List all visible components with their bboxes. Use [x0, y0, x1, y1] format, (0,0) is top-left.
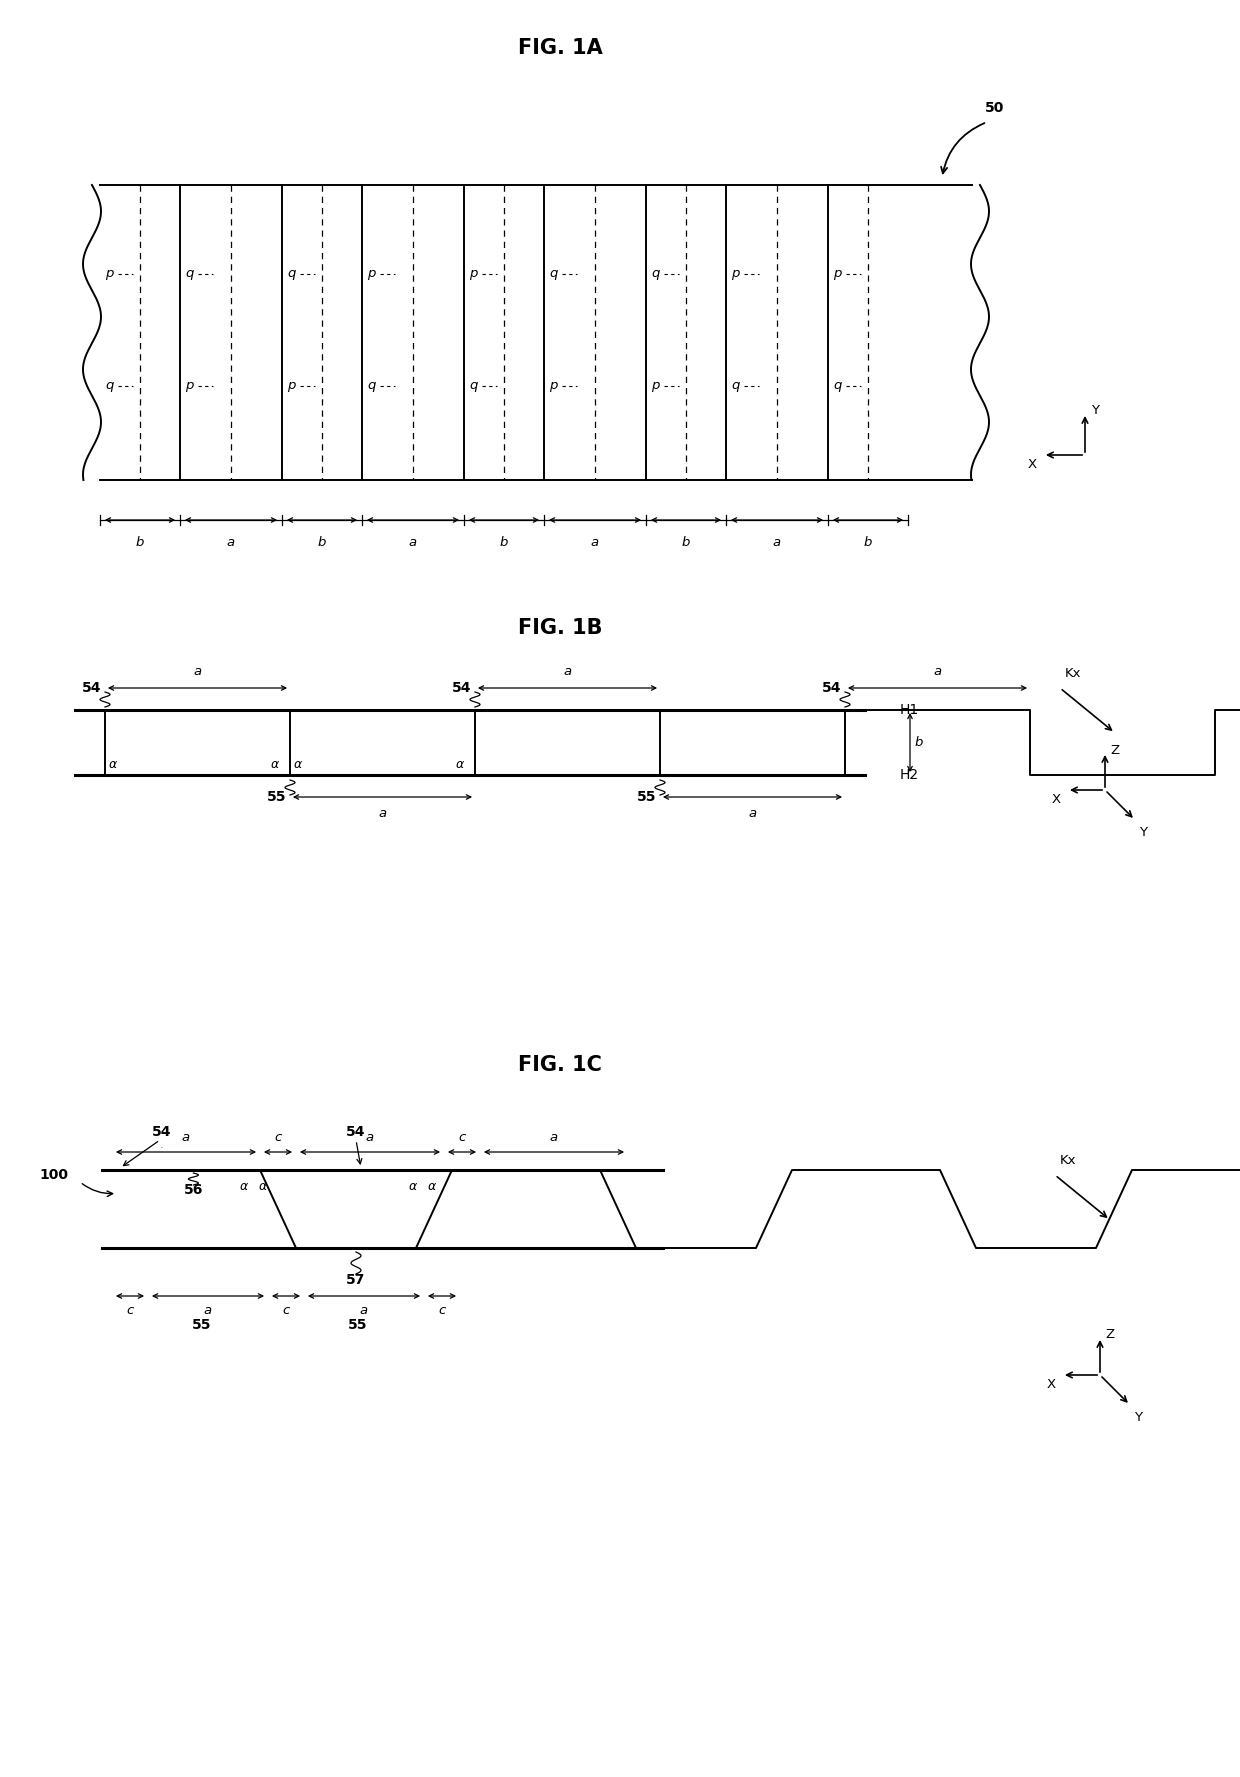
Text: c: c — [126, 1304, 134, 1317]
Text: $\alpha$: $\alpha$ — [408, 1180, 418, 1192]
Text: $\alpha$: $\alpha$ — [108, 759, 118, 771]
Text: 100: 100 — [38, 1167, 68, 1182]
Text: Kx: Kx — [1060, 1153, 1076, 1167]
Text: $\alpha$: $\alpha$ — [293, 759, 303, 771]
Text: 54: 54 — [821, 681, 841, 695]
Text: b: b — [682, 537, 691, 549]
Text: 54: 54 — [153, 1125, 172, 1139]
Text: a: a — [182, 1130, 190, 1144]
Text: Y: Y — [1140, 826, 1147, 839]
Text: X: X — [1047, 1377, 1056, 1391]
Text: 55: 55 — [348, 1319, 368, 1333]
Text: p: p — [549, 379, 557, 393]
Text: a: a — [409, 537, 417, 549]
Text: b: b — [317, 537, 326, 549]
Text: b: b — [864, 537, 872, 549]
Text: a: a — [934, 665, 941, 679]
Text: FIG. 1A: FIG. 1A — [517, 37, 603, 59]
Text: H1: H1 — [900, 704, 919, 716]
Text: a: a — [773, 537, 781, 549]
Text: a: a — [549, 1130, 558, 1144]
Text: 56: 56 — [184, 1183, 203, 1198]
Text: c: c — [459, 1130, 466, 1144]
Text: q: q — [105, 379, 113, 393]
Text: q: q — [286, 267, 295, 281]
Text: q: q — [549, 267, 557, 281]
Text: $\alpha$: $\alpha$ — [258, 1180, 268, 1192]
Text: 57: 57 — [346, 1272, 366, 1287]
Text: c: c — [274, 1130, 281, 1144]
Text: p: p — [651, 379, 660, 393]
Text: 55: 55 — [636, 791, 656, 803]
Text: p: p — [286, 379, 295, 393]
Text: Kx: Kx — [1065, 666, 1081, 681]
Text: Y: Y — [1091, 405, 1099, 418]
Text: a: a — [227, 537, 236, 549]
Text: c: c — [283, 1304, 290, 1317]
Text: q: q — [367, 379, 376, 393]
Text: q: q — [469, 379, 477, 393]
Text: FIG. 1C: FIG. 1C — [518, 1056, 601, 1075]
Text: q: q — [732, 379, 739, 393]
Text: a: a — [193, 665, 202, 679]
Text: p: p — [185, 379, 193, 393]
Text: H2: H2 — [900, 768, 919, 782]
Text: p: p — [105, 267, 113, 281]
Text: 54: 54 — [451, 681, 471, 695]
Text: p: p — [469, 267, 477, 281]
Text: X: X — [1052, 793, 1061, 807]
Text: 54: 54 — [346, 1125, 366, 1139]
Text: a: a — [360, 1304, 368, 1317]
Text: a: a — [203, 1304, 212, 1317]
Text: Y: Y — [1135, 1411, 1142, 1423]
Text: p: p — [833, 267, 842, 281]
Text: q: q — [651, 267, 660, 281]
Text: b: b — [915, 736, 924, 748]
Text: 55: 55 — [267, 791, 286, 803]
Text: a: a — [366, 1130, 374, 1144]
Text: a: a — [591, 537, 599, 549]
Text: 54: 54 — [82, 681, 100, 695]
Text: $\alpha$: $\alpha$ — [239, 1180, 249, 1192]
Text: $\alpha$: $\alpha$ — [270, 759, 280, 771]
Text: 55: 55 — [192, 1319, 212, 1333]
Text: b: b — [136, 537, 144, 549]
Text: $\alpha$: $\alpha$ — [427, 1180, 436, 1192]
Text: 50: 50 — [986, 101, 1004, 116]
Text: c: c — [439, 1304, 445, 1317]
Text: q: q — [833, 379, 842, 393]
Text: p: p — [732, 267, 739, 281]
Text: Z: Z — [1110, 743, 1120, 757]
Text: $\alpha$: $\alpha$ — [455, 759, 465, 771]
Text: FIG. 1B: FIG. 1B — [518, 618, 603, 638]
Text: q: q — [185, 267, 193, 281]
Text: b: b — [500, 537, 508, 549]
Text: a: a — [563, 665, 572, 679]
Text: a: a — [378, 807, 387, 819]
Text: Z: Z — [1105, 1329, 1114, 1342]
Text: p: p — [367, 267, 376, 281]
Text: X: X — [1028, 458, 1037, 471]
Text: a: a — [749, 807, 756, 819]
